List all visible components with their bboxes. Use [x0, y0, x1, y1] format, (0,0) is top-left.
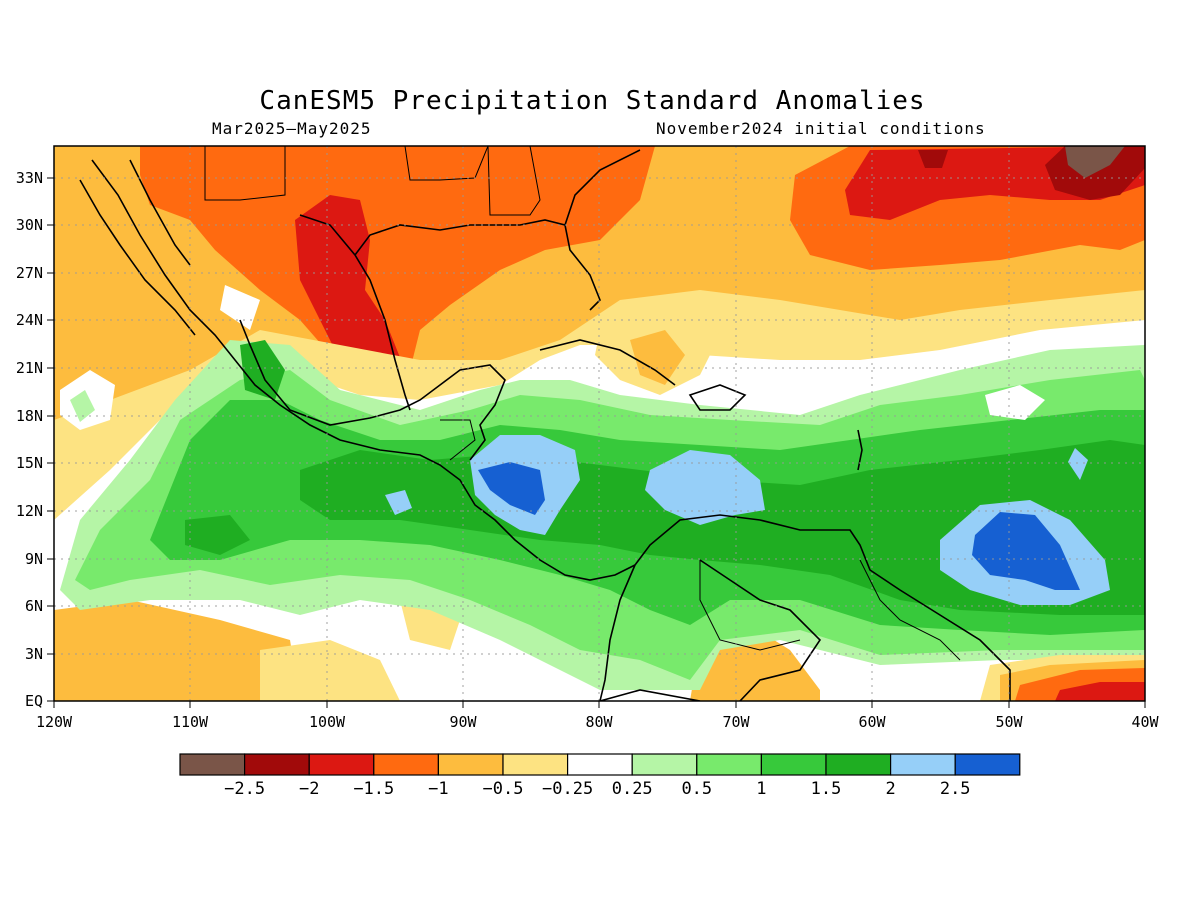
wet-max-caribbean: [645, 450, 765, 525]
colorbar-label: 1.5: [811, 779, 842, 799]
colorbar-swatch: [631, 753, 698, 776]
colorbar-label: −2.5: [224, 779, 265, 799]
latitude-labels: 33N 30N 27N 24N 21N 18N 15N 12N 9N 6N 3N…: [16, 169, 43, 710]
colorbar-swatch: [373, 753, 439, 776]
colorbar-swatch: [502, 753, 569, 776]
initial-conditions: November2024 initial conditions: [656, 119, 986, 138]
colorbar-label: −1: [428, 779, 448, 799]
wet-core-honduras: [478, 462, 545, 515]
lon-label: 100W: [309, 713, 346, 731]
lon-label: 110W: [172, 713, 209, 731]
lat-label: 12N: [16, 502, 43, 520]
colorbar-swatch: [825, 753, 892, 776]
coastlines: [79, 149, 1011, 701]
colorbar-swatch: [889, 753, 956, 776]
colorbar-label: −2: [299, 779, 319, 799]
colorbar-swatch: [760, 753, 827, 776]
lat-label: 9N: [25, 550, 43, 568]
lat-label: EQ: [25, 692, 43, 710]
colorbar-swatch: [954, 753, 1021, 776]
lon-label: 120W: [36, 713, 73, 731]
forecast-period: Mar2025–May2025: [212, 119, 372, 138]
lon-label: 50W: [995, 713, 1023, 731]
dry-max-atlantic: [1065, 146, 1125, 178]
map-title: CanESM5 Precipitation Standard Anomalies: [259, 86, 926, 116]
lat-label: 6N: [25, 597, 43, 615]
colorbar-label: 2.5: [940, 779, 971, 799]
colorbar-label: −0.25: [542, 779, 593, 799]
colorbar-label: 0.25: [612, 779, 653, 799]
colorbar: −2.5 −2 −1.5 −1 −0.5 −0.25 0.25 0.5 1 1.5 2 2.5: [179, 753, 1021, 799]
lat-label: 30N: [16, 216, 43, 234]
colorbar-swatch: [696, 753, 762, 776]
lat-label: 18N: [16, 407, 43, 425]
colorbar-label: −1.5: [353, 779, 394, 799]
lat-label: 24N: [16, 311, 43, 329]
lat-label: 21N: [16, 359, 43, 377]
lat-label: 15N: [16, 454, 43, 472]
dry-region-north: [140, 146, 655, 415]
wet-core-atlantic: [972, 512, 1080, 590]
colorbar-label: 0.5: [681, 779, 712, 799]
colorbar-swatch: [566, 753, 633, 776]
lat-label: 33N: [16, 169, 43, 187]
borders: [204, 146, 961, 661]
lon-label: 40W: [1131, 713, 1159, 731]
anomaly-field: [54, 146, 1145, 701]
colorbar-swatch: [179, 753, 246, 776]
colorbar-label: 1: [756, 779, 766, 799]
lat-label: 27N: [16, 264, 43, 282]
colorbar-swatch: [244, 753, 310, 776]
graticule: [54, 146, 1145, 701]
lon-label: 90W: [449, 713, 477, 731]
colorbar-label: −0.5: [483, 779, 524, 799]
lat-label: 3N: [25, 645, 43, 663]
lon-label: 80W: [585, 713, 613, 731]
lon-label: 60W: [858, 713, 886, 731]
longitude-labels: 120W 110W 100W 90W 80W 70W 60W 50W 40W: [36, 713, 1160, 731]
colorbar-swatch: [308, 753, 375, 776]
colorbar-swatch: [437, 753, 504, 776]
lon-label: 70W: [722, 713, 750, 731]
colorbar-label: 2: [885, 779, 895, 799]
